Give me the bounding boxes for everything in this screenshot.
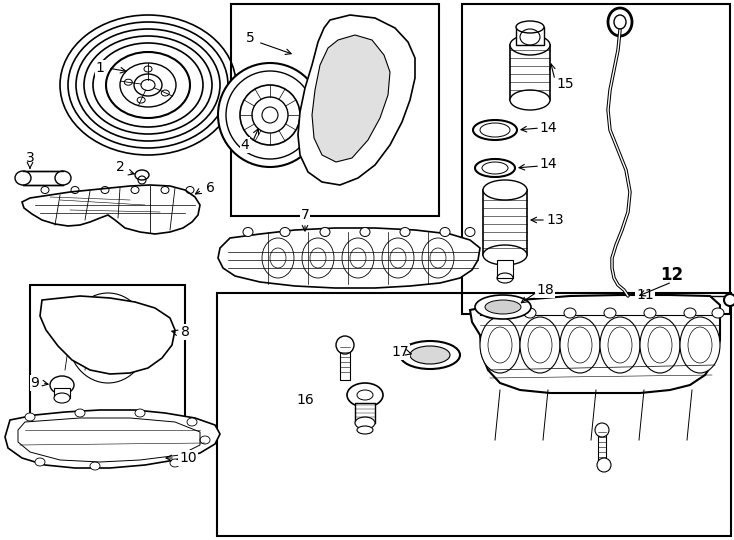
Ellipse shape xyxy=(135,409,145,417)
Text: 12: 12 xyxy=(661,266,683,284)
Text: 17: 17 xyxy=(391,345,409,359)
Polygon shape xyxy=(218,228,480,288)
Ellipse shape xyxy=(410,346,450,364)
Ellipse shape xyxy=(90,462,100,470)
Ellipse shape xyxy=(684,308,696,318)
Ellipse shape xyxy=(465,227,475,237)
Ellipse shape xyxy=(360,227,370,237)
Ellipse shape xyxy=(400,341,460,369)
Text: 18: 18 xyxy=(536,283,554,297)
Text: 1: 1 xyxy=(95,61,104,75)
Ellipse shape xyxy=(524,308,536,318)
Ellipse shape xyxy=(510,90,550,110)
Text: 4: 4 xyxy=(241,138,250,152)
Ellipse shape xyxy=(170,459,180,467)
Ellipse shape xyxy=(484,308,496,318)
Bar xyxy=(217,293,731,536)
Text: 13: 13 xyxy=(546,213,564,227)
Ellipse shape xyxy=(483,245,527,265)
Bar xyxy=(23,171,63,185)
Text: 11: 11 xyxy=(636,288,654,302)
Ellipse shape xyxy=(600,317,640,373)
Ellipse shape xyxy=(473,120,517,140)
Ellipse shape xyxy=(243,227,253,237)
Text: 15: 15 xyxy=(556,77,574,91)
Ellipse shape xyxy=(357,426,373,434)
Polygon shape xyxy=(40,296,175,374)
Ellipse shape xyxy=(724,294,734,306)
Bar xyxy=(483,190,527,255)
Text: 9: 9 xyxy=(31,376,40,390)
Ellipse shape xyxy=(564,308,576,318)
Text: 14: 14 xyxy=(539,121,557,135)
Bar xyxy=(54,388,70,398)
Ellipse shape xyxy=(440,227,450,237)
Bar xyxy=(30,285,185,430)
Ellipse shape xyxy=(560,317,600,373)
Bar xyxy=(355,403,375,423)
Polygon shape xyxy=(312,35,390,162)
Ellipse shape xyxy=(485,300,521,314)
Ellipse shape xyxy=(595,423,609,437)
Ellipse shape xyxy=(680,317,720,373)
Bar xyxy=(598,430,606,465)
Ellipse shape xyxy=(604,308,616,318)
Ellipse shape xyxy=(15,171,31,185)
Ellipse shape xyxy=(50,376,74,394)
Ellipse shape xyxy=(608,8,632,36)
Ellipse shape xyxy=(510,35,550,55)
Text: 10: 10 xyxy=(179,451,197,465)
Text: 7: 7 xyxy=(301,208,309,222)
Text: 2: 2 xyxy=(116,160,124,174)
Ellipse shape xyxy=(347,383,383,407)
Ellipse shape xyxy=(475,159,515,177)
Bar xyxy=(231,4,439,216)
Polygon shape xyxy=(22,185,200,234)
Ellipse shape xyxy=(475,295,531,319)
Ellipse shape xyxy=(516,21,544,33)
Ellipse shape xyxy=(483,180,527,200)
Text: 6: 6 xyxy=(206,181,214,195)
Bar xyxy=(510,45,550,100)
Ellipse shape xyxy=(640,317,680,373)
Text: 3: 3 xyxy=(26,151,34,165)
Bar xyxy=(497,260,513,278)
Ellipse shape xyxy=(400,227,410,237)
Ellipse shape xyxy=(218,63,322,167)
Ellipse shape xyxy=(25,413,35,421)
Polygon shape xyxy=(298,15,415,185)
Polygon shape xyxy=(470,295,720,393)
Ellipse shape xyxy=(55,171,71,185)
Ellipse shape xyxy=(520,317,560,373)
Ellipse shape xyxy=(200,436,210,444)
Ellipse shape xyxy=(597,458,611,472)
Ellipse shape xyxy=(187,418,197,426)
Ellipse shape xyxy=(480,317,520,373)
Ellipse shape xyxy=(75,409,85,417)
Ellipse shape xyxy=(644,308,656,318)
Text: 8: 8 xyxy=(181,325,189,339)
Bar xyxy=(516,27,544,45)
Ellipse shape xyxy=(712,308,724,318)
Bar xyxy=(462,4,730,314)
Bar xyxy=(340,345,350,380)
Text: 14: 14 xyxy=(539,157,557,171)
Ellipse shape xyxy=(623,293,633,303)
Polygon shape xyxy=(5,410,220,468)
Ellipse shape xyxy=(320,227,330,237)
Ellipse shape xyxy=(280,227,290,237)
Ellipse shape xyxy=(54,393,70,403)
Text: 16: 16 xyxy=(296,393,314,407)
Ellipse shape xyxy=(336,336,354,354)
Ellipse shape xyxy=(355,417,375,429)
Ellipse shape xyxy=(35,458,45,466)
Text: 5: 5 xyxy=(246,31,255,45)
